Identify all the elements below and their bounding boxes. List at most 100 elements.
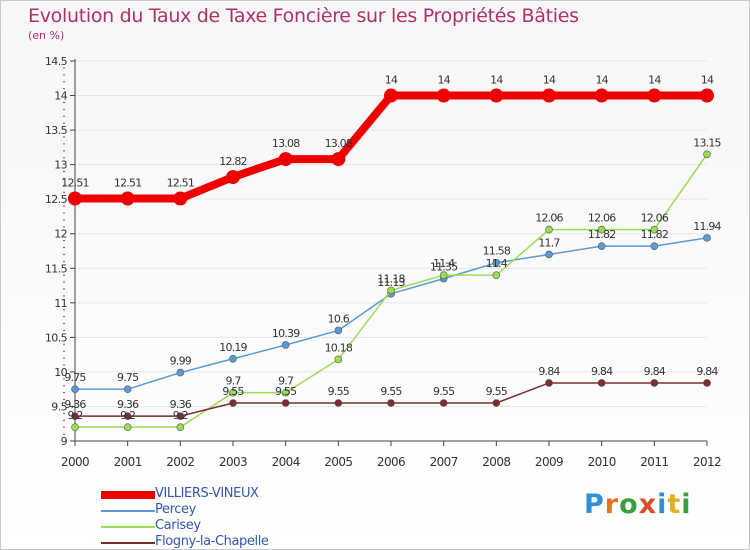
data-label: 9.36 <box>117 398 139 411</box>
y-tick-label: 11.5 <box>45 262 68 275</box>
data-point <box>71 385 79 393</box>
data-point <box>597 225 606 234</box>
legend-swatch <box>101 526 155 528</box>
y-tick-label: 9.5 <box>51 400 67 413</box>
data-point <box>334 399 343 407</box>
x-tick-label: 2005 <box>324 455 352 469</box>
data-point <box>229 354 237 363</box>
data-label: 14 <box>437 74 450 87</box>
data-label: 11.7 <box>538 236 560 249</box>
data-point <box>331 152 346 167</box>
data-label: 9.84 <box>644 365 666 378</box>
legend-label: VILLIERS-VINEUX <box>155 486 259 501</box>
y-tick-label: 14.5 <box>45 55 68 68</box>
data-label: 11.13 <box>377 276 405 289</box>
data-label: 9.36 <box>170 398 192 411</box>
data-label: 10.6 <box>328 312 350 325</box>
data-label: 12.51 <box>61 176 89 189</box>
data-label: 9.7 <box>225 375 241 388</box>
data-point <box>226 170 240 185</box>
data-label: 9.2 <box>67 409 82 422</box>
data-point <box>334 355 343 364</box>
data-point <box>229 388 237 397</box>
y-tick-label: 10.5 <box>45 331 68 344</box>
x-tick-label: 2009 <box>535 455 563 469</box>
legend-swatch <box>101 491 155 499</box>
data-label: 9.84 <box>591 365 613 378</box>
data-point <box>384 88 398 103</box>
data-label: 9.99 <box>170 355 192 368</box>
data-label: 11.94 <box>693 220 721 233</box>
data-point <box>703 150 711 159</box>
data-label: 10.19 <box>219 341 247 354</box>
data-point <box>545 379 553 387</box>
y-tick-label: 13.5 <box>45 124 68 137</box>
data-label: 9.55 <box>380 385 402 398</box>
data-label: 9.55 <box>275 385 297 398</box>
data-point <box>703 234 711 242</box>
data-point <box>281 399 290 407</box>
data-label: 9.36 <box>64 398 86 411</box>
x-tick-label: 2006 <box>377 455 405 469</box>
data-label: 9.55 <box>222 385 244 398</box>
x-tick-label: 2011 <box>640 455 668 469</box>
data-label: 13.08 <box>325 137 353 150</box>
y-tick-label: 9 <box>61 435 68 448</box>
data-point <box>703 379 711 387</box>
data-point <box>647 88 662 103</box>
data-point <box>71 423 79 431</box>
data-label: 9.84 <box>538 365 560 378</box>
data-point <box>650 379 659 387</box>
data-label: 12.06 <box>588 212 616 225</box>
data-point <box>229 399 237 407</box>
legend-label: Percey <box>155 502 196 517</box>
data-point <box>545 225 553 234</box>
data-label: 9.84 <box>696 365 718 378</box>
data-label: 9.55 <box>328 385 350 398</box>
data-label: 14 <box>701 74 714 87</box>
data-point <box>176 412 185 420</box>
data-point <box>123 385 132 393</box>
data-point <box>173 191 188 206</box>
x-tick-label: 2004 <box>272 455 300 469</box>
data-label: 9.55 <box>486 385 508 398</box>
data-label: 14 <box>595 74 608 87</box>
data-point <box>123 423 132 431</box>
data-label: 12.82 <box>219 155 247 168</box>
x-tick-label: 2003 <box>219 455 247 469</box>
data-point <box>387 286 395 295</box>
data-point <box>439 399 448 407</box>
data-point <box>439 271 448 279</box>
y-tick-label: 11 <box>54 297 67 310</box>
data-point <box>387 399 395 407</box>
data-point <box>120 191 135 206</box>
x-tick-label: 2012 <box>693 455 721 469</box>
data-point <box>594 88 609 103</box>
data-label: 14 <box>543 74 556 87</box>
data-point <box>176 423 185 431</box>
x-tick-label: 2002 <box>166 455 194 469</box>
y-tick-label: 14 <box>54 90 67 103</box>
x-tick-label: 2001 <box>114 455 142 469</box>
data-label: 9.2 <box>173 409 188 422</box>
data-label: 12.06 <box>641 212 669 225</box>
data-label: 9.75 <box>64 371 86 384</box>
x-tick-label: 2000 <box>61 455 89 469</box>
data-point <box>489 88 504 103</box>
data-point <box>436 88 451 103</box>
legend-label: Flogny-la-Chapelle <box>155 534 269 549</box>
data-point <box>176 368 185 377</box>
data-label: 9.2 <box>120 409 135 422</box>
data-label: 11.35 <box>430 261 458 274</box>
y-tick-label: 13 <box>54 159 67 172</box>
legend-label: Carisey <box>155 518 201 533</box>
data-point <box>492 271 501 279</box>
data-label: 9.75 <box>117 371 139 384</box>
data-label: 12.51 <box>167 176 195 189</box>
data-point <box>71 412 79 420</box>
unit-label: (en %) <box>28 29 65 42</box>
data-point <box>597 379 606 387</box>
data-label: 10.18 <box>325 341 353 354</box>
data-label: 11.58 <box>483 245 511 258</box>
